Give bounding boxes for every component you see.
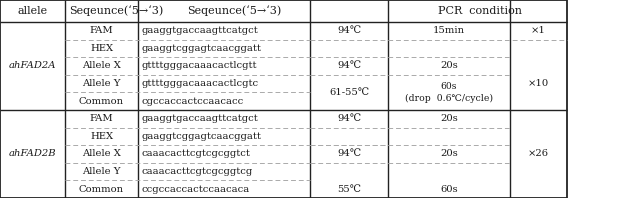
Text: Allele Y: Allele Y bbox=[82, 79, 121, 88]
Text: 15min: 15min bbox=[433, 26, 465, 35]
Text: 60s
(drop  0.6℃/cycle): 60s (drop 0.6℃/cycle) bbox=[405, 82, 493, 103]
Text: ×26: ×26 bbox=[528, 149, 549, 159]
Text: ahFAD2B: ahFAD2B bbox=[9, 149, 56, 159]
Text: 94℃: 94℃ bbox=[337, 149, 361, 159]
Text: gaaggtcggagtcaacggatt: gaaggtcggagtcaacggatt bbox=[142, 132, 262, 141]
Text: Seqeunce(‘5→‘3): Seqeunce(‘5→‘3) bbox=[187, 6, 282, 16]
Text: FAM: FAM bbox=[90, 26, 113, 35]
Text: 61-55℃: 61-55℃ bbox=[329, 88, 369, 97]
Text: gttttgggacaaacactlcgtt: gttttgggacaaacactlcgtt bbox=[142, 62, 258, 70]
Text: ×10: ×10 bbox=[528, 79, 549, 88]
Text: Allele X: Allele X bbox=[82, 62, 121, 70]
Text: Allele X: Allele X bbox=[82, 149, 121, 159]
Text: 94℃: 94℃ bbox=[337, 114, 361, 123]
Text: HEX: HEX bbox=[90, 132, 113, 141]
Text: caaacacttcgtcgcggtct: caaacacttcgtcgcggtct bbox=[142, 149, 251, 159]
Text: Common: Common bbox=[79, 185, 124, 194]
Text: allele: allele bbox=[17, 6, 48, 16]
Text: gttttgggacaaacactlcgtc: gttttgggacaaacactlcgtc bbox=[142, 79, 259, 88]
Text: gaaggtgaccaagttcatgct: gaaggtgaccaagttcatgct bbox=[142, 26, 259, 35]
Text: Allele Y: Allele Y bbox=[82, 167, 121, 176]
Text: ccgccaccactccaacaca: ccgccaccactccaacaca bbox=[142, 185, 250, 194]
Text: 94℃: 94℃ bbox=[337, 26, 361, 35]
Text: 20s: 20s bbox=[440, 114, 458, 123]
Text: Common: Common bbox=[79, 97, 124, 106]
Text: 94℃: 94℃ bbox=[337, 62, 361, 70]
Text: 55℃: 55℃ bbox=[337, 185, 361, 194]
Text: 60s: 60s bbox=[440, 185, 458, 194]
Text: gaaggtgaccaagttcatgct: gaaggtgaccaagttcatgct bbox=[142, 114, 259, 123]
Text: ×1: ×1 bbox=[531, 26, 546, 35]
Text: 20s: 20s bbox=[440, 149, 458, 159]
Text: PCR  condition: PCR condition bbox=[439, 6, 522, 16]
Text: FAM: FAM bbox=[90, 114, 113, 123]
Text: Seqeunce(‘5→‘3): Seqeunce(‘5→‘3) bbox=[69, 6, 163, 16]
Text: gaaggtcggagtcaacggatt: gaaggtcggagtcaacggatt bbox=[142, 44, 262, 53]
Text: HEX: HEX bbox=[90, 44, 113, 53]
Text: cgccaccactccaacacc: cgccaccactccaacacc bbox=[142, 97, 244, 106]
Text: 20s: 20s bbox=[440, 62, 458, 70]
Text: caaacacttcgtcgcggtcg: caaacacttcgtcgcggtcg bbox=[142, 167, 253, 176]
Text: ahFAD2A: ahFAD2A bbox=[9, 62, 56, 70]
